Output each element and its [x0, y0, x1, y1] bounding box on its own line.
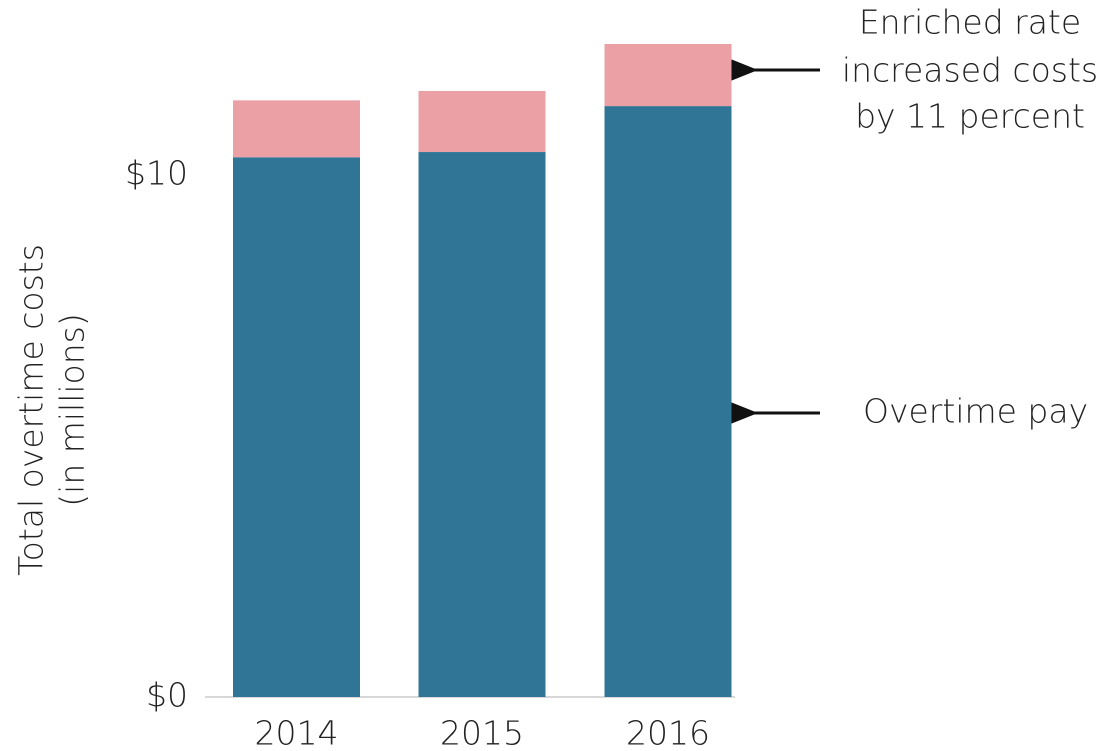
x-tick-label: 2014 [255, 714, 339, 751]
annotation: Enriched rate [859, 3, 1081, 42]
y-tick-label: $10 [125, 154, 188, 193]
bar-segment [418, 90, 546, 153]
bar-segment [604, 43, 732, 107]
bar-segment [418, 152, 546, 698]
x-tick-label: 2016 [626, 714, 710, 751]
y-axis-label: (in millions) [53, 313, 92, 506]
y-axis-label: Total overtime costs [12, 244, 51, 576]
bar-segment [233, 157, 360, 697]
annotation: by 11 percent [855, 97, 1085, 136]
x-tick-label: 2015 [440, 714, 524, 751]
bar-segment [233, 100, 360, 158]
series-label: Overtime pay [863, 392, 1088, 431]
y-tick-label: $0 [146, 676, 188, 715]
annotation: increased costs [842, 51, 1098, 90]
bar-segment [604, 106, 732, 697]
